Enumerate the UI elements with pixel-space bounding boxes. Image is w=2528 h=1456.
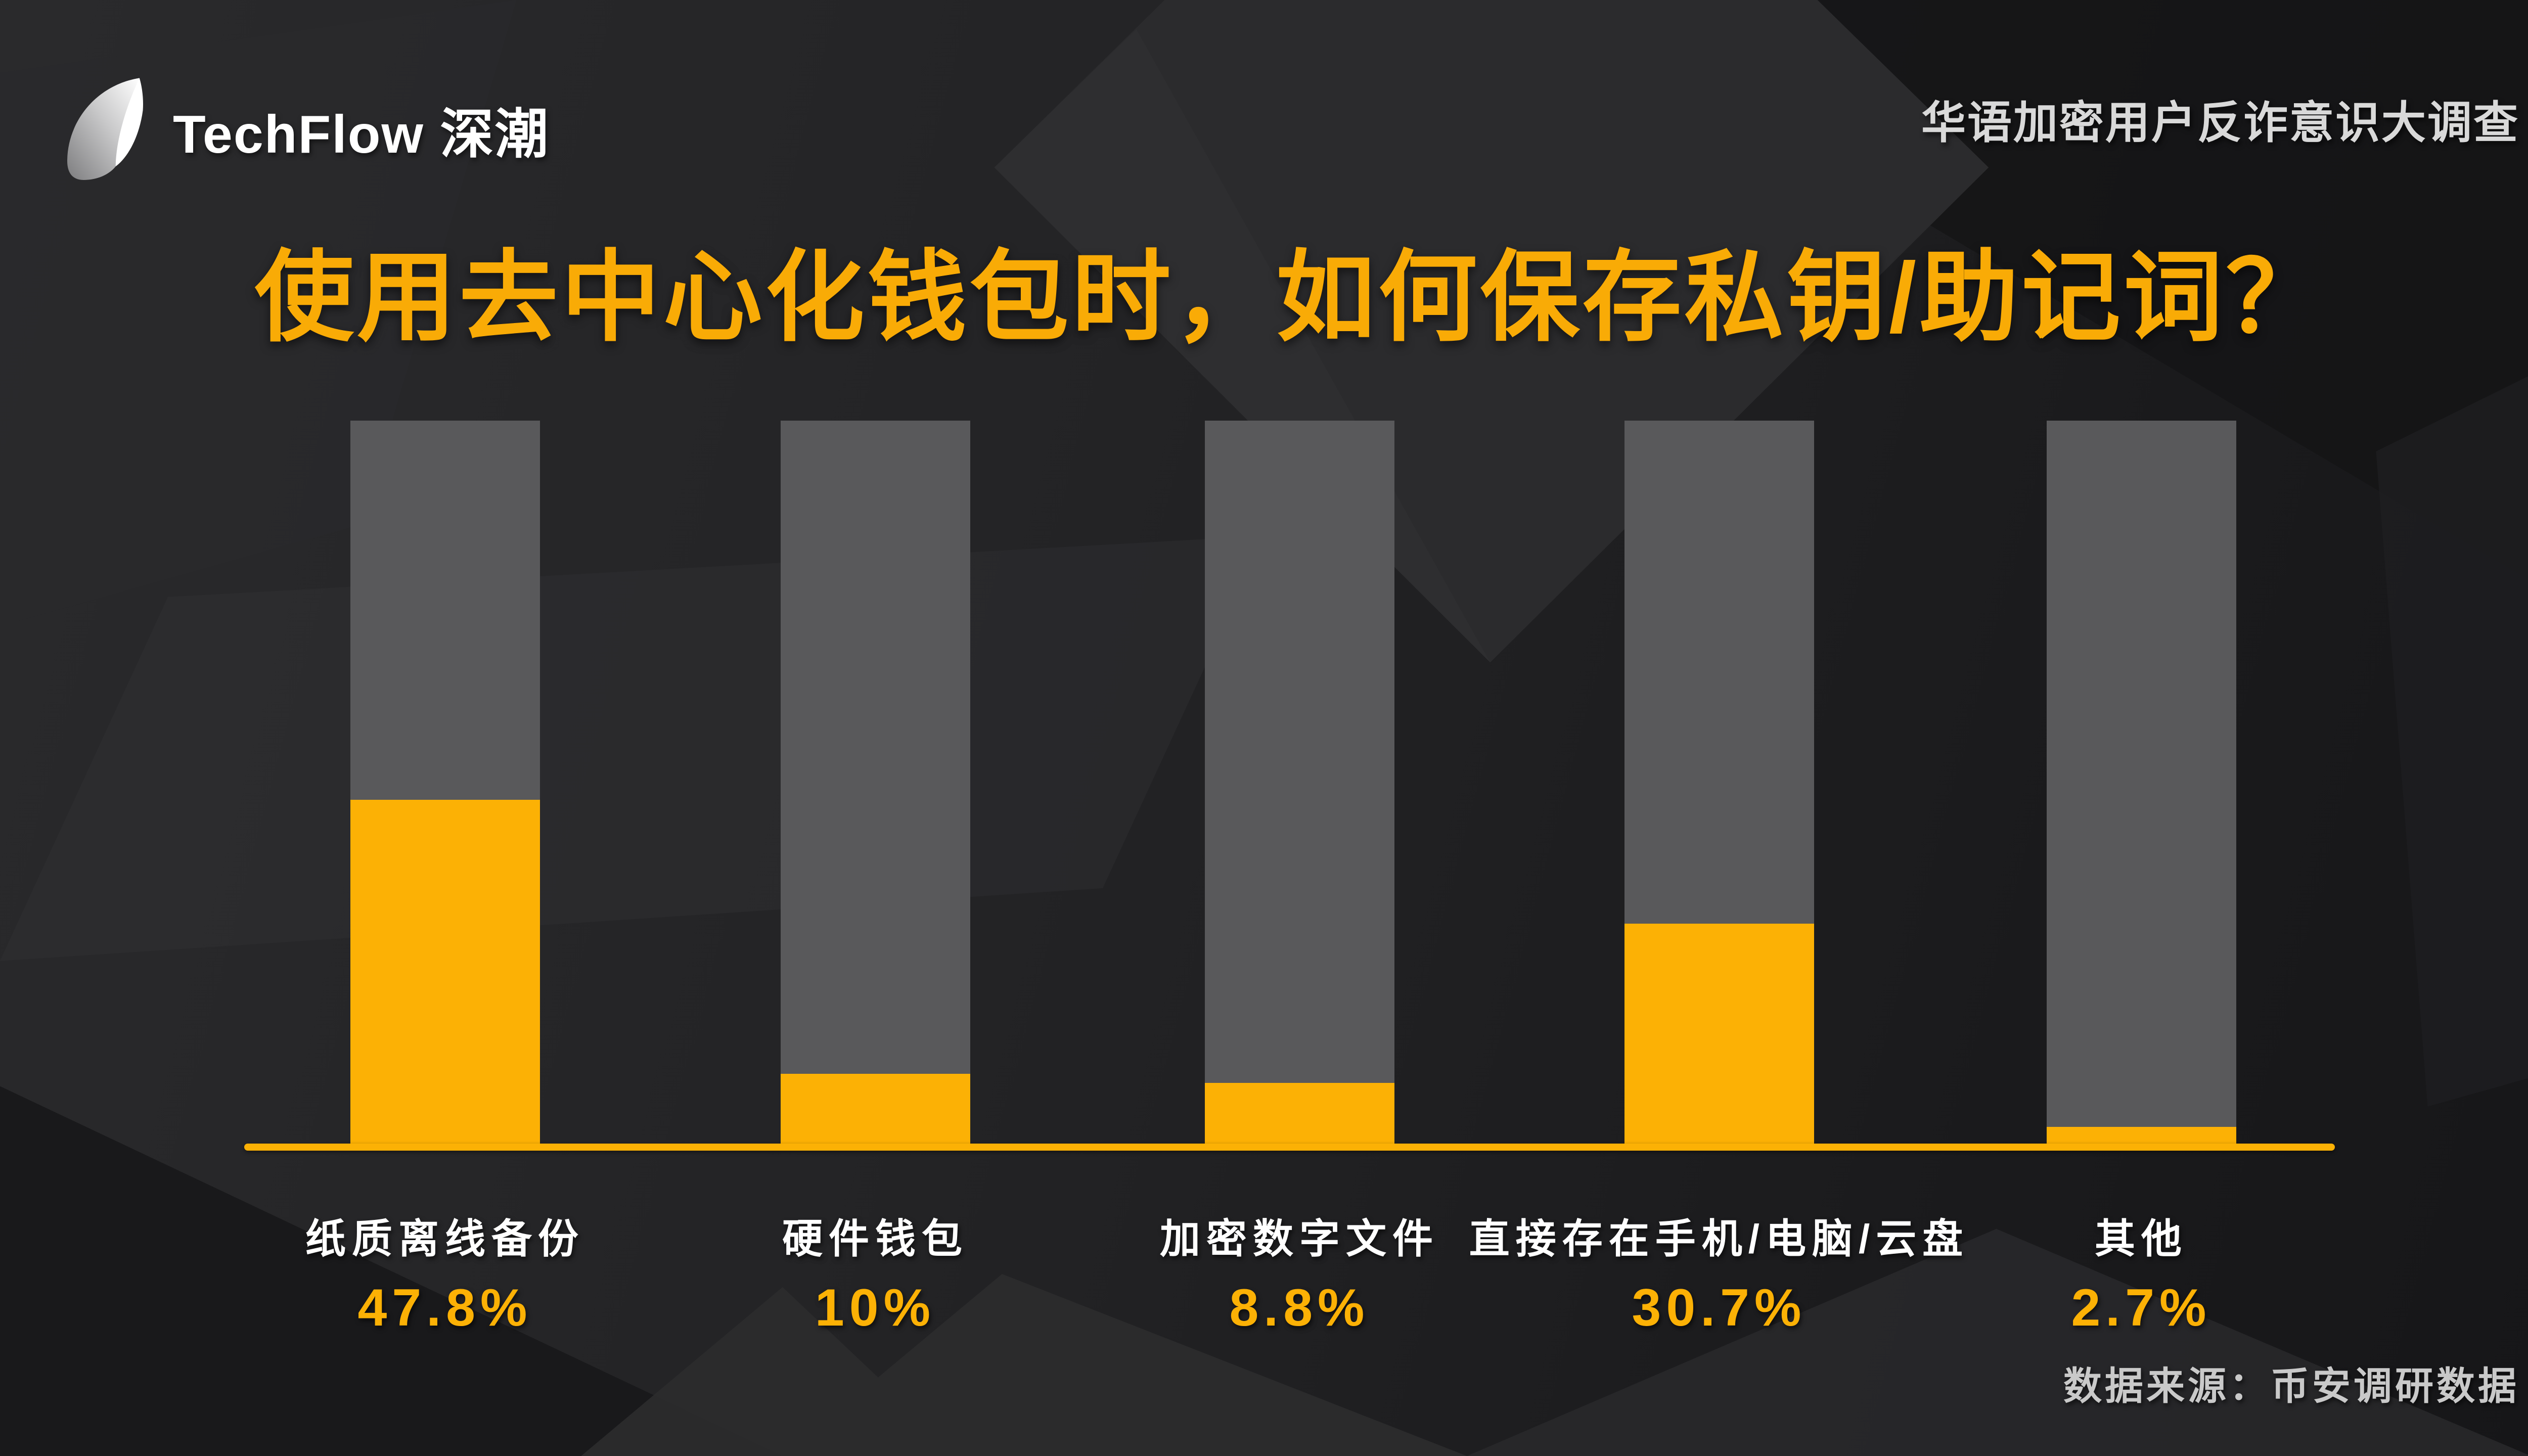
bar-fill	[781, 1074, 970, 1147]
techflow-leaf-icon	[67, 78, 143, 180]
logo: TechFlow 深潮	[65, 76, 549, 183]
data-source: 数据来源：币安调研数据	[2063, 1365, 2519, 1408]
category-label: 硬件钱包	[782, 1216, 968, 1261]
bar-fill	[1624, 924, 1814, 1147]
category-label: 直接存在手机/电脑/云盘	[1469, 1216, 1969, 1261]
value-label: 30.7%	[1632, 1279, 1807, 1337]
x-axis-line	[244, 1144, 2335, 1151]
value-label: 47.8%	[357, 1279, 532, 1337]
bar-track	[781, 421, 970, 1147]
category-label: 其他	[2095, 1216, 2188, 1261]
bar-fill	[350, 799, 540, 1147]
bar-fill	[2047, 1127, 2236, 1147]
chart-title: 使用去中心化钱包时，如何保存私钥/助记词？	[254, 242, 2328, 353]
value-label: 10%	[815, 1279, 936, 1337]
category-label: 加密数字文件	[1160, 1216, 1439, 1261]
bar-track	[1205, 421, 1394, 1147]
value-label: 8.8%	[1229, 1279, 1370, 1337]
bar-track	[350, 421, 540, 1147]
category-label: 纸质离线备份	[305, 1216, 584, 1261]
survey-title: 华语加密用户反诈意识大调查	[1921, 98, 2519, 148]
value-label: 2.7%	[2071, 1279, 2211, 1337]
bar-fill	[1205, 1082, 1394, 1147]
bar-track	[1624, 421, 1814, 1147]
bar-track	[2047, 421, 2236, 1147]
logo-text: TechFlow 深潮	[173, 105, 550, 164]
